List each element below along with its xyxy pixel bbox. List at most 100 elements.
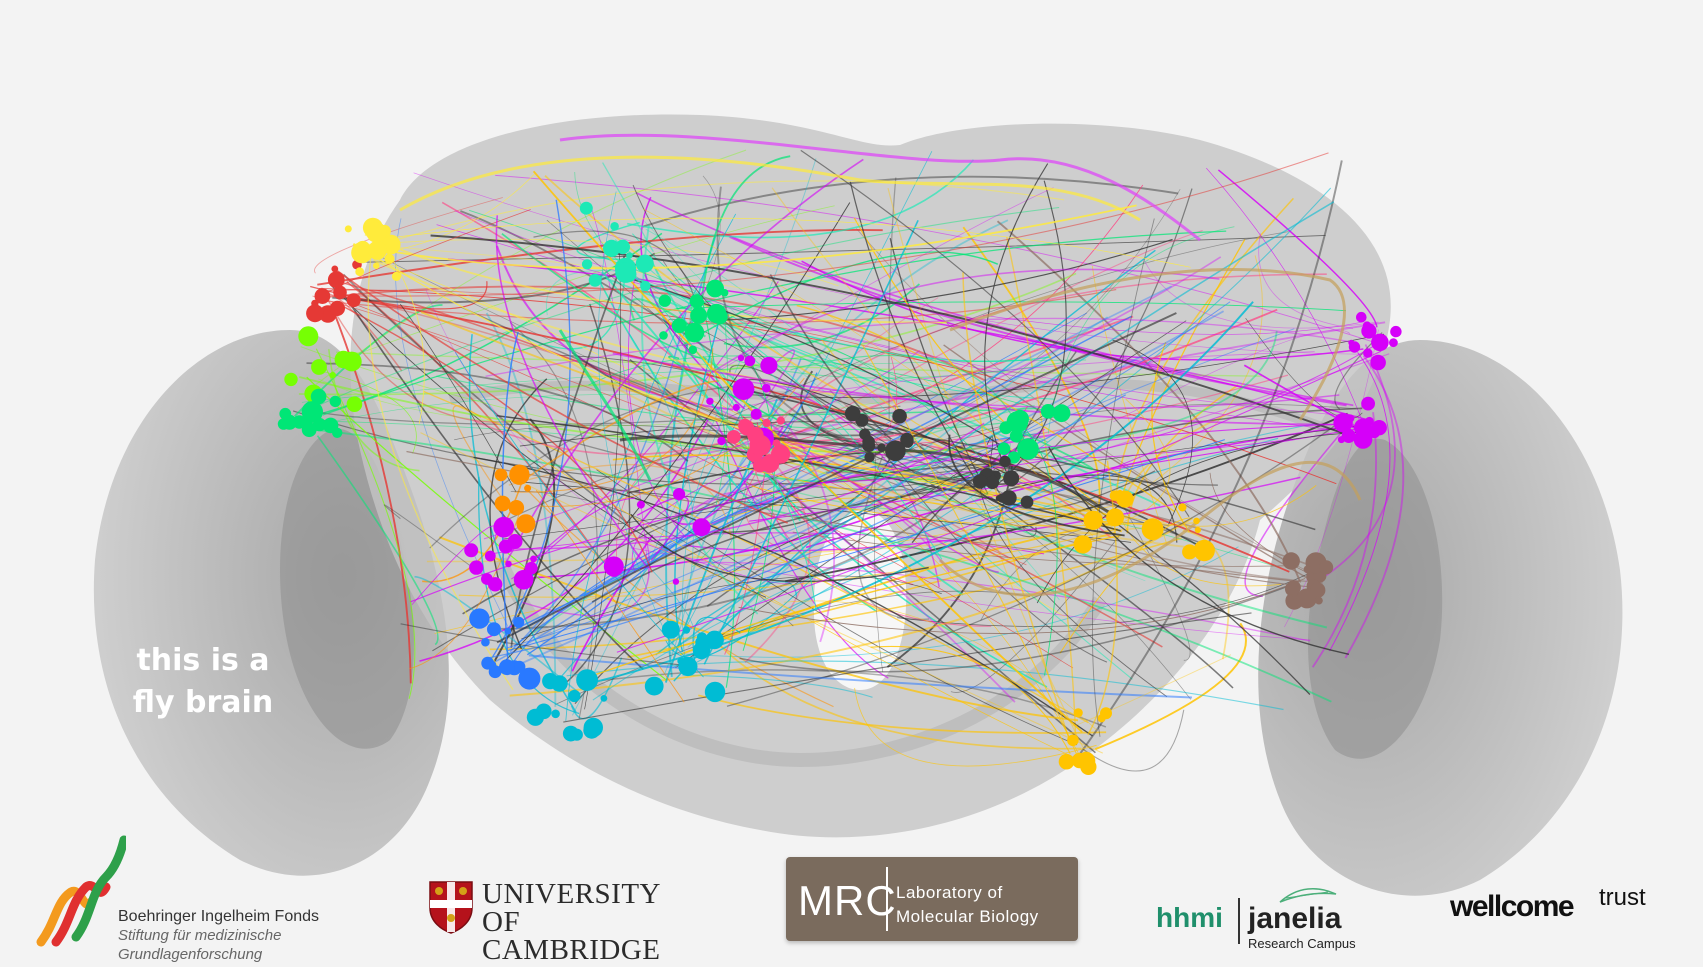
neuron-fiber	[622, 272, 943, 560]
soma	[1141, 518, 1164, 541]
neuron-fiber	[514, 310, 1225, 668]
neuron-fiber	[468, 209, 1048, 443]
soma	[696, 632, 708, 643]
janelia-leaf-icon	[1279, 888, 1337, 903]
soma	[518, 667, 541, 690]
neuron-fiber	[627, 159, 975, 239]
soma	[329, 395, 341, 408]
neuron-fiber	[509, 517, 1194, 697]
neuron-fiber	[441, 201, 750, 423]
soma	[760, 454, 780, 473]
neuron-fiber	[591, 482, 1010, 603]
soma	[367, 240, 387, 260]
neuron-fiber	[329, 283, 767, 598]
neuron-fiber	[507, 439, 1225, 651]
soma	[1052, 404, 1071, 423]
neuron-fiber	[703, 219, 919, 665]
soma	[385, 253, 392, 261]
bif-subline-2: Grundlagenforschung	[118, 946, 263, 963]
soma	[366, 222, 387, 243]
soma	[658, 294, 671, 307]
boehringer-ingelheim-fonds-logo: Boehringer Ingelheim Fonds Stiftung für …	[36, 832, 336, 963]
neuron-fiber	[1116, 398, 1171, 525]
neuron-fiber	[635, 191, 1354, 407]
neuron-fiber	[495, 215, 649, 569]
soma	[493, 516, 515, 538]
neuron-fiber	[602, 162, 654, 252]
soma	[677, 657, 685, 665]
neuron-fiber	[561, 356, 1195, 549]
neuron-fiber	[1316, 344, 1396, 583]
neuron-fiber	[523, 497, 636, 570]
neuron-fiber	[501, 331, 519, 664]
soma	[1361, 396, 1375, 411]
soma	[1001, 490, 1017, 506]
soma	[464, 543, 479, 558]
soma	[682, 626, 691, 634]
neuron-fiber	[630, 513, 929, 583]
neuron-fiber	[1344, 355, 1405, 659]
soma	[494, 495, 511, 512]
soma	[1286, 580, 1301, 595]
neuron-fiber	[522, 379, 720, 482]
soma	[484, 550, 496, 562]
neuron-fiber	[533, 328, 1295, 642]
wellcome-trust-logo: wellcome trust	[1450, 884, 1670, 930]
neuron-fiber	[322, 230, 1227, 416]
neuron-fiber	[1311, 412, 1377, 668]
neuron-fiber	[413, 172, 1364, 355]
soma	[329, 371, 336, 379]
neuron-fiber	[348, 301, 1074, 669]
soma	[513, 570, 534, 590]
soma	[776, 416, 785, 425]
soma	[504, 627, 512, 635]
neuron-fiber	[860, 422, 1108, 663]
neuron-fiber	[739, 582, 1297, 673]
neuron-fiber	[1182, 529, 1230, 660]
mrc-line-1: Laboratory of	[896, 883, 1003, 902]
neuron-fiber	[454, 210, 1355, 417]
neuron-fiber	[420, 311, 1128, 519]
soma	[499, 659, 515, 676]
neuron-fiber	[596, 469, 1078, 746]
soma	[737, 354, 745, 362]
hhmi-wordmark: hhmi	[1156, 902, 1223, 933]
soma	[568, 689, 581, 703]
neuron-fiber	[715, 187, 1054, 373]
soma	[1106, 508, 1125, 527]
soma	[696, 298, 705, 307]
neuron-fiber	[492, 202, 851, 674]
soma	[1067, 734, 1079, 747]
soma	[481, 637, 490, 647]
neuron-fiber	[352, 204, 1137, 270]
cambridge-shield-icon	[429, 881, 473, 934]
neuron-fiber	[526, 372, 818, 656]
neuron-fiber	[511, 422, 985, 550]
neuron-fiber	[747, 349, 796, 425]
soma	[1182, 544, 1198, 560]
neuron-fiber	[1059, 517, 1190, 654]
university-of-cambridge-logo: UNIVERSITY OF CAMBRIDGE	[428, 880, 688, 965]
neuron-fiber	[1329, 352, 1391, 652]
neuron-fiber	[452, 405, 504, 501]
neuron-fiber	[1087, 460, 1118, 736]
neuron-fiber	[1094, 622, 1247, 751]
soma	[562, 725, 579, 742]
neuron-fiber	[631, 458, 764, 573]
neuron-fiber	[821, 339, 1113, 521]
soma	[505, 560, 512, 568]
neuron-fiber	[800, 149, 1190, 518]
neuron-fiber	[673, 249, 1156, 682]
neuron-fiber	[400, 623, 684, 666]
soma	[487, 622, 501, 637]
neuron-fiber	[671, 201, 1335, 652]
soma	[516, 514, 536, 534]
soma	[636, 500, 645, 509]
neuron-fiber	[616, 350, 1382, 653]
neuron-fiber	[364, 233, 947, 324]
soma	[688, 345, 698, 355]
neuron-fiber	[533, 230, 696, 303]
soma	[1017, 438, 1039, 460]
neuron-fiber	[897, 572, 1310, 627]
soma	[997, 442, 1011, 456]
